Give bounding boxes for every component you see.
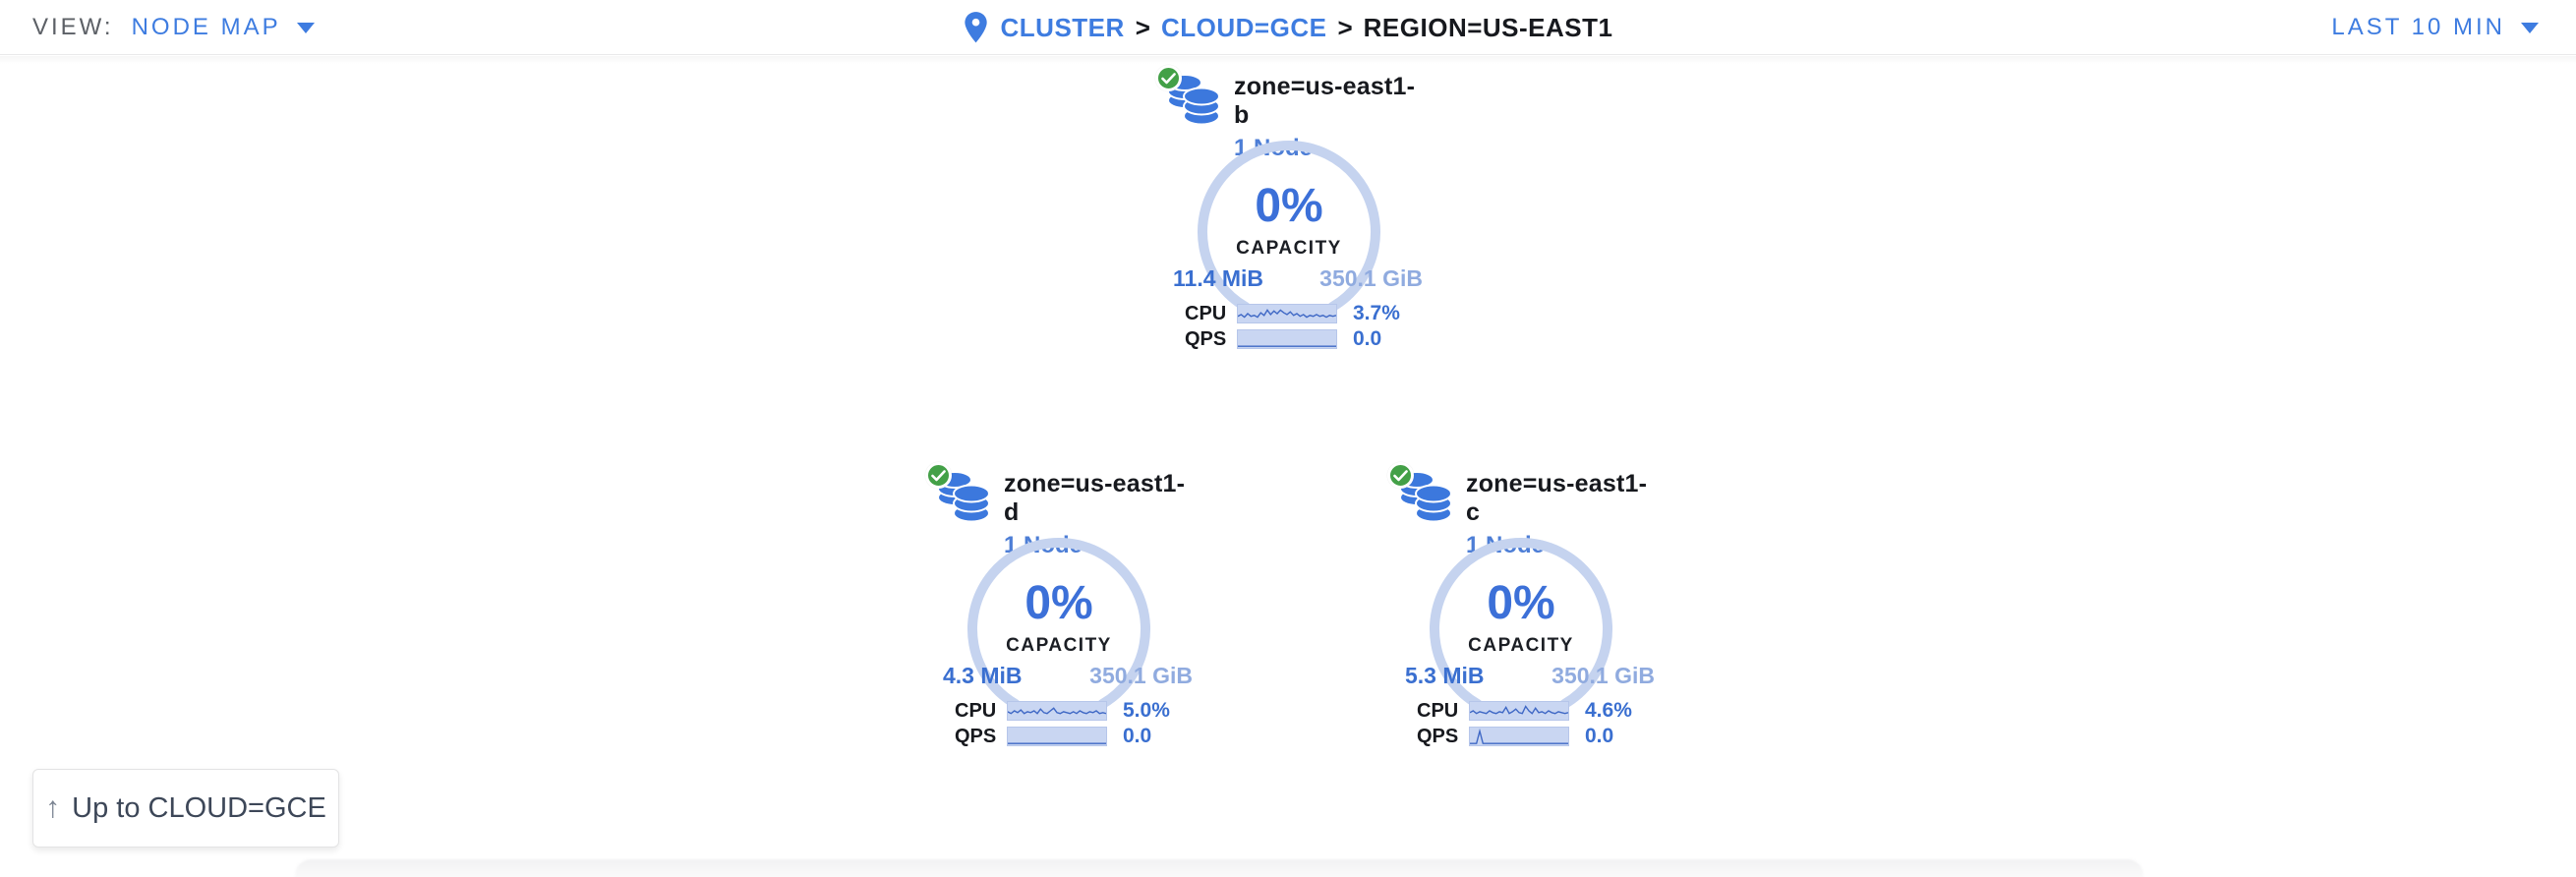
qps-metric-row: QPS 0.0 [1417,725,1614,747]
capacity-total: 350.1 GiB [1319,265,1423,291]
capacity-used: 4.3 MiB [943,663,1023,688]
capacity-label: CAPACITY [1236,238,1342,259]
capacity-label: CAPACITY [1006,635,1112,656]
zone-name: zone=us-east1-c [1466,470,1648,526]
capacity-gauge-arc [967,538,1150,710]
zone-card-us-east1-b[interactable]: zone=us-east1-b 1 Node 0% CAPACITY 11.4 … [1151,63,1427,368]
chevron-down-icon [296,22,315,33]
breadcrumb-cloud-gce[interactable]: CLOUD=GCE [1160,12,1327,42]
qps-sparkline [1007,727,1107,746]
arrow-up-icon: ↑ [45,791,61,824]
up-button-label: Up to CLOUD=GCE [72,791,326,824]
cpu-value: 3.7% [1353,302,1400,324]
top-bar: VIEW: NODE MAP CLUSTER > CLOUD=GCE > REG… [0,0,2576,64]
capacity-values: 4.3 MiB 350.1 GiB [943,663,1193,689]
capacity-used: 5.3 MiB [1405,663,1485,688]
zone-icon-wrap [1387,462,1456,527]
view-label: VIEW: [32,14,114,40]
qps-value: 0.0 [1123,725,1152,747]
cpu-metric-row: CPU 3.7% [1185,302,1400,324]
capacity-total: 350.1 GiB [1089,663,1193,688]
capacity-percent: 0% [1025,577,1093,629]
up-to-cloud-gce-button[interactable]: ↑ Up to CLOUD=GCE [32,769,339,848]
qps-sparkline [1237,329,1337,349]
check-circle-icon [925,462,952,489]
cpu-sparkline [1469,701,1569,721]
breadcrumb-separator: > [1337,12,1353,42]
zone-name: zone=us-east1-b [1234,73,1416,129]
capacity-gauge: 0% CAPACITY [961,531,1157,728]
zone-name: zone=us-east1-d [1004,470,1186,526]
capacity-values: 11.4 MiB 350.1 GiB [1173,265,1423,292]
cpu-metric-row: CPU 4.6% [1417,699,1632,722]
qps-label: QPS [955,725,997,747]
qps-value: 0.0 [1353,327,1382,350]
bottom-edge-decoration [295,859,2143,877]
cpu-label: CPU [955,699,997,722]
cpu-sparkline [1237,304,1337,323]
zone-icon-wrap [1155,65,1224,130]
cpu-sparkline [1007,701,1107,721]
zone-card-header: zone=us-east1-c 1 Node [1387,462,1659,559]
breadcrumb-current-region: REGION=US-EAST1 [1363,12,1613,42]
capacity-values: 5.3 MiB 350.1 GiB [1405,663,1655,689]
zone-titles: zone=us-east1-c 1 Node [1466,468,1659,559]
cpu-label: CPU [1417,699,1459,722]
view-value: NODE MAP [131,14,281,40]
check-circle-icon [1387,462,1414,489]
qps-label: QPS [1185,327,1227,350]
capacity-gauge: 0% CAPACITY [1191,134,1387,330]
breadcrumb: CLUSTER > CLOUD=GCE > REGION=US-EAST1 [964,0,1613,55]
capacity-percent: 0% [1255,180,1323,232]
capacity-used: 11.4 MiB [1173,265,1264,291]
qps-metric-row: QPS 0.0 [955,725,1152,747]
map-pin-icon [964,11,989,44]
view-selector[interactable]: VIEW: NODE MAP [32,0,315,55]
check-circle-icon [1155,65,1182,91]
database-stack-icon [937,471,990,523]
capacity-gauge: 0% CAPACITY [1423,531,1619,728]
capacity-label: CAPACITY [1468,635,1574,656]
qps-value: 0.0 [1585,725,1614,747]
capacity-gauge-arc [1430,538,1612,710]
capacity-total: 350.1 GiB [1551,663,1655,688]
breadcrumb-separator: > [1135,12,1150,42]
zone-icon-wrap [925,462,994,527]
capacity-percent: 0% [1487,577,1555,629]
cpu-value: 5.0% [1123,699,1170,722]
zone-card-header: zone=us-east1-d 1 Node [925,462,1197,559]
zone-card-us-east1-c[interactable]: zone=us-east1-c 1 Node 0% CAPACITY 5.3 M… [1383,460,1659,765]
cpu-label: CPU [1185,302,1227,324]
zone-card-us-east1-d[interactable]: zone=us-east1-d 1 Node 0% CAPACITY 4.3 M… [921,460,1197,765]
capacity-gauge-arc [1198,141,1380,313]
time-range-value: LAST 10 MIN [2331,14,2505,40]
time-range-selector[interactable]: LAST 10 MIN [2331,0,2539,55]
qps-sparkline [1469,727,1569,746]
qps-label: QPS [1417,725,1459,747]
cpu-value: 4.6% [1585,699,1632,722]
breadcrumb-cluster[interactable]: CLUSTER [1000,12,1125,42]
qps-metric-row: QPS 0.0 [1185,327,1382,350]
chevron-down-icon [2521,22,2539,33]
cpu-metric-row: CPU 5.0% [955,699,1170,722]
